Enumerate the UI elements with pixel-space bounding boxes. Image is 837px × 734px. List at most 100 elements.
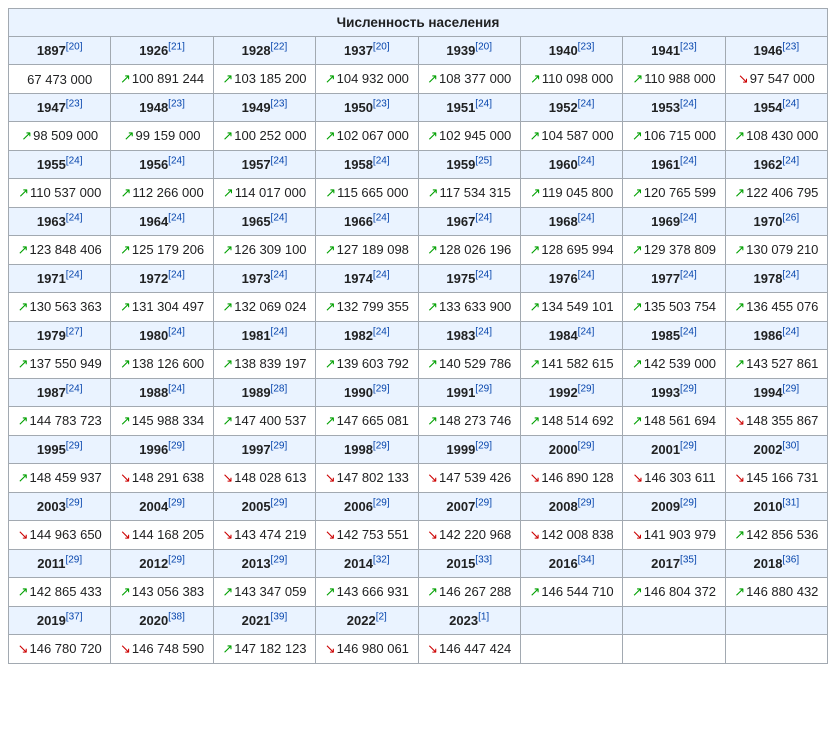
reference-link[interactable]: [29] — [168, 441, 185, 452]
reference-link[interactable]: [24] — [782, 270, 799, 281]
population-value-cell: ↗142 539 000 — [623, 350, 725, 379]
reference-link[interactable]: [23] — [66, 99, 83, 110]
reference-link[interactable]: [24] — [578, 213, 595, 224]
reference-link[interactable]: [29] — [680, 441, 697, 452]
reference-link[interactable]: [35] — [680, 555, 697, 566]
reference-link[interactable]: [29] — [65, 555, 82, 566]
reference-link[interactable]: [37] — [66, 612, 83, 623]
reference-link[interactable]: [36] — [782, 555, 799, 566]
reference-link[interactable]: [25] — [475, 156, 492, 167]
reference-link[interactable]: [23] — [373, 99, 390, 110]
reference-link[interactable]: [24] — [271, 270, 288, 281]
population-value-cell: ↗143 347 059 — [213, 578, 315, 607]
reference-link[interactable]: [29] — [680, 498, 697, 509]
reference-link[interactable]: [20] — [475, 42, 492, 53]
reference-link[interactable]: [23] — [168, 99, 185, 110]
reference-link[interactable]: [24] — [168, 327, 185, 338]
population-value: 148 273 746 — [439, 413, 511, 428]
reference-link[interactable]: [29] — [475, 498, 492, 509]
population-value: 127 189 098 — [337, 242, 409, 257]
year-label: 1984 — [549, 328, 578, 343]
reference-link[interactable]: [24] — [168, 270, 185, 281]
reference-link[interactable]: [29] — [66, 498, 83, 509]
reference-link[interactable]: [20] — [373, 42, 390, 53]
year-label: 1964 — [139, 214, 168, 229]
reference-link[interactable]: [29] — [271, 498, 288, 509]
reference-link[interactable]: [29] — [271, 441, 288, 452]
reference-link[interactable]: [29] — [578, 384, 595, 395]
reference-link[interactable]: [29] — [271, 555, 288, 566]
reference-link[interactable]: [23] — [782, 42, 799, 53]
population-value-cell: ↘142 753 551 — [316, 521, 418, 550]
reference-link[interactable]: [24] — [66, 384, 83, 395]
reference-link[interactable]: [24] — [680, 327, 697, 338]
reference-link[interactable]: [24] — [782, 327, 799, 338]
population-value: 146 804 372 — [644, 584, 716, 599]
reference-link[interactable]: [30] — [782, 441, 799, 452]
reference-link[interactable]: [24] — [578, 156, 595, 167]
reference-link[interactable]: [24] — [271, 213, 288, 224]
population-value: 144 963 650 — [29, 527, 101, 542]
reference-link[interactable]: [28] — [271, 384, 288, 395]
reference-link[interactable]: [24] — [782, 99, 799, 110]
reference-link[interactable]: [29] — [373, 498, 390, 509]
reference-link[interactable]: [24] — [578, 270, 595, 281]
trend-down-icon: ↘ — [427, 641, 439, 656]
reference-link[interactable]: [29] — [475, 384, 492, 395]
reference-link[interactable]: [29] — [168, 498, 185, 509]
reference-link[interactable]: [22] — [271, 42, 288, 53]
reference-link[interactable]: [24] — [475, 99, 492, 110]
reference-link[interactable]: [39] — [271, 612, 288, 623]
reference-link[interactable]: [29] — [578, 441, 595, 452]
reference-link[interactable]: [24] — [680, 99, 697, 110]
reference-link[interactable]: [21] — [168, 42, 185, 53]
reference-link[interactable]: [24] — [271, 327, 288, 338]
reference-link[interactable]: [23] — [578, 42, 595, 53]
reference-link[interactable]: [29] — [373, 384, 390, 395]
population-value-cell: ↗138 126 600 — [111, 350, 213, 379]
year-label: 2002 — [754, 442, 783, 457]
reference-link[interactable]: [33] — [475, 555, 492, 566]
reference-link[interactable]: [29] — [680, 384, 697, 395]
reference-link[interactable]: [38] — [168, 612, 185, 623]
reference-link[interactable]: [1] — [478, 612, 489, 623]
reference-link[interactable]: [29] — [373, 441, 390, 452]
reference-link[interactable]: [24] — [168, 156, 185, 167]
reference-link[interactable]: [24] — [373, 270, 390, 281]
reference-link[interactable]: [24] — [680, 270, 697, 281]
reference-link[interactable]: [24] — [66, 270, 83, 281]
reference-link[interactable]: [24] — [680, 156, 697, 167]
reference-link[interactable]: [23] — [680, 42, 697, 53]
year-label: 2000 — [549, 442, 578, 457]
reference-link[interactable]: [24] — [475, 327, 492, 338]
reference-link[interactable]: [24] — [373, 213, 390, 224]
reference-link[interactable]: [29] — [782, 384, 799, 395]
reference-link[interactable]: [32] — [373, 555, 390, 566]
reference-link[interactable]: [29] — [66, 441, 83, 452]
reference-link[interactable]: [20] — [66, 42, 83, 53]
reference-link[interactable]: [2] — [376, 612, 387, 623]
reference-link[interactable]: [24] — [271, 156, 288, 167]
reference-link[interactable]: [24] — [66, 213, 83, 224]
reference-link[interactable]: [26] — [782, 213, 799, 224]
year-label: 1987 — [37, 385, 66, 400]
reference-link[interactable]: [29] — [578, 498, 595, 509]
reference-link[interactable]: [24] — [168, 384, 185, 395]
reference-link[interactable]: [24] — [680, 213, 697, 224]
reference-link[interactable]: [24] — [578, 99, 595, 110]
reference-link[interactable]: [29] — [475, 441, 492, 452]
reference-link[interactable]: [24] — [578, 327, 595, 338]
reference-link[interactable]: [24] — [66, 156, 83, 167]
reference-link[interactable]: [34] — [578, 555, 595, 566]
population-value: 125 179 206 — [132, 242, 204, 257]
reference-link[interactable]: [23] — [271, 99, 288, 110]
reference-link[interactable]: [27] — [66, 327, 83, 338]
reference-link[interactable]: [24] — [373, 327, 390, 338]
reference-link[interactable]: [24] — [475, 270, 492, 281]
reference-link[interactable]: [24] — [475, 213, 492, 224]
reference-link[interactable]: [24] — [373, 156, 390, 167]
reference-link[interactable]: [29] — [168, 555, 185, 566]
reference-link[interactable]: [24] — [782, 156, 799, 167]
reference-link[interactable]: [24] — [168, 213, 185, 224]
reference-link[interactable]: [31] — [782, 498, 799, 509]
